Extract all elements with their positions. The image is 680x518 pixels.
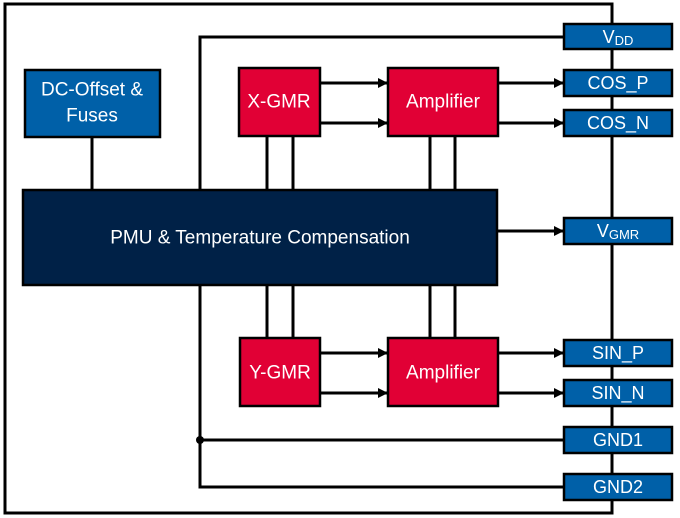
ground-wire <box>198 285 564 489</box>
pin-cos-p-label: COS_P <box>587 73 648 94</box>
pin-sin-p-label: SIN_P <box>592 343 644 364</box>
pin-sin-n-label: SIN_N <box>591 383 644 404</box>
amplifier-top-block: Amplifier <box>386 66 500 138</box>
svg-text:VGMR: VGMR <box>597 221 639 242</box>
ground-junction-dot <box>196 436 204 444</box>
pin-cos-p: COS_P <box>562 68 674 98</box>
pin-vgmr-sub: GMR <box>609 227 639 242</box>
y-gmr-block: Y-GMR <box>238 336 322 408</box>
pin-cos-n-label: COS_N <box>587 113 649 134</box>
x-gmr-block: X-GMR <box>237 66 322 138</box>
pin-vdd: VDD <box>562 22 674 51</box>
pin-gnd2-label: GND2 <box>593 477 643 497</box>
pin-gnd1-label: GND1 <box>593 430 643 450</box>
pmu-block: PMU & Temperature Compensation <box>21 188 499 287</box>
y-gmr-label: Y-GMR <box>249 363 311 384</box>
dc-offset-fuses-block: DC-Offset & Fuses <box>23 68 162 139</box>
pin-cos-n: COS_N <box>562 108 674 138</box>
amplifier-top-label: Amplifier <box>406 92 481 113</box>
svg-text:VDD: VDD <box>603 27 634 48</box>
pin-vdd-main: V <box>603 27 615 47</box>
pin-vdd-sub: DD <box>615 33 634 48</box>
pmu-label: PMU & Temperature Compensation <box>110 228 410 249</box>
pin-sin-p: SIN_P <box>562 338 674 368</box>
vdd-wire <box>198 35 564 190</box>
pin-gnd1: GND1 <box>562 425 674 455</box>
amplifier-bottom-block: Amplifier <box>386 336 500 408</box>
pin-gnd2: GND2 <box>562 472 674 502</box>
pin-sin-n: SIN_N <box>562 378 674 408</box>
pin-vgmr-main: V <box>597 221 609 241</box>
package-outline <box>3 2 614 515</box>
dc-offset-label-line2: Fuses <box>66 106 118 127</box>
amplifier-bottom-label: Amplifier <box>406 363 481 384</box>
dc-offset-label-line1: DC-Offset & <box>41 80 143 101</box>
x-gmr-label: X-GMR <box>247 92 310 113</box>
pin-vgmr: VGMR <box>562 216 674 246</box>
